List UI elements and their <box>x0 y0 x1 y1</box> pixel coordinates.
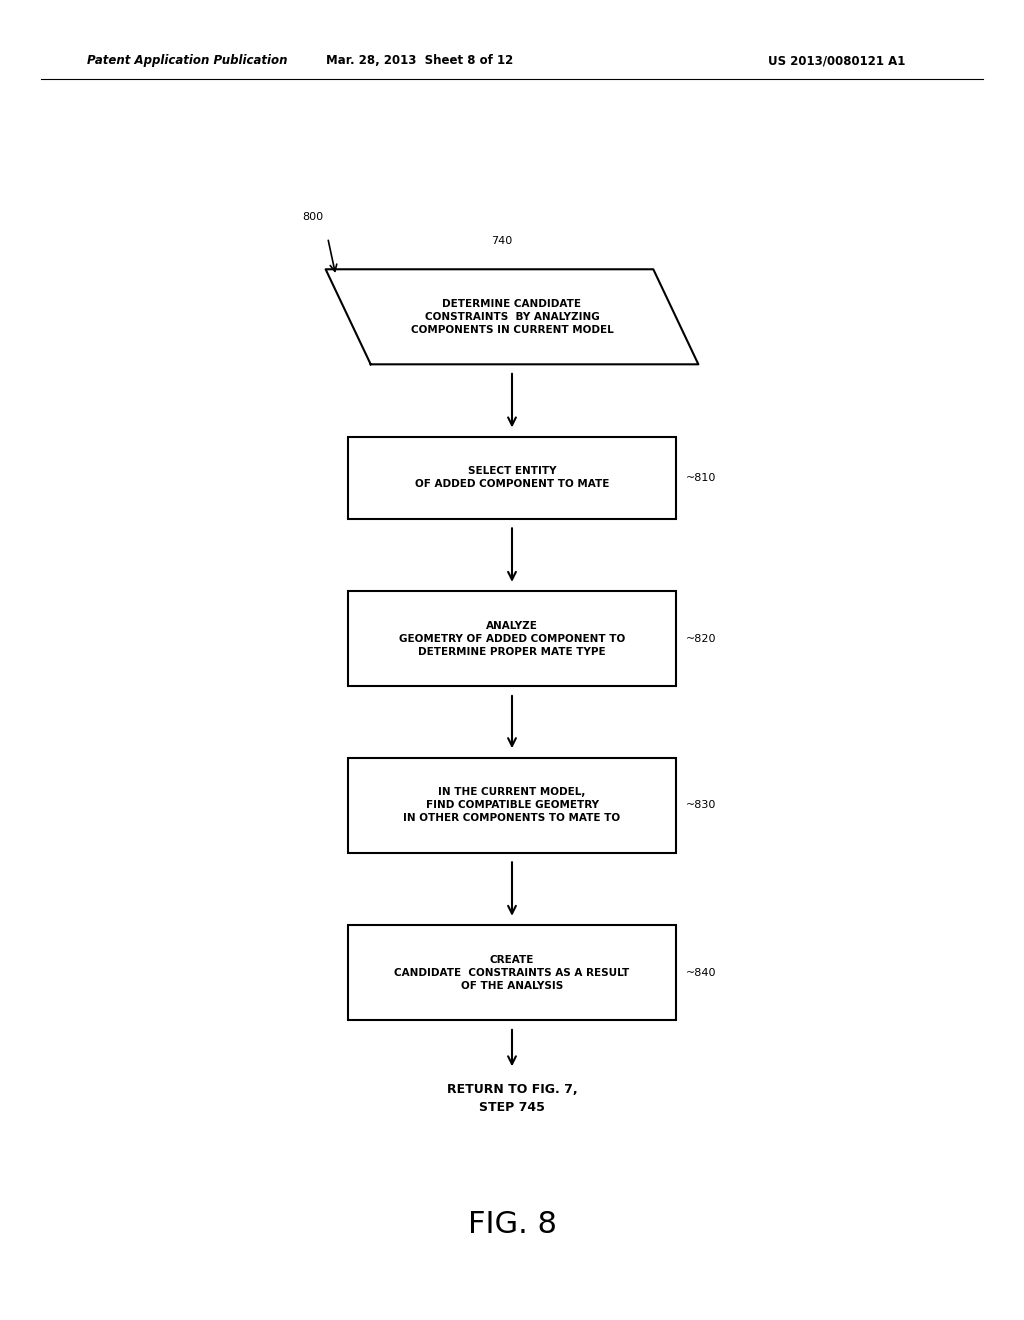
Text: 740: 740 <box>492 235 512 246</box>
Text: CREATE
CANDIDATE  CONSTRAINTS AS A RESULT
OF THE ANALYSIS: CREATE CANDIDATE CONSTRAINTS AS A RESULT… <box>394 954 630 991</box>
Text: Mar. 28, 2013  Sheet 8 of 12: Mar. 28, 2013 Sheet 8 of 12 <box>327 54 513 67</box>
Text: US 2013/0080121 A1: US 2013/0080121 A1 <box>768 54 905 67</box>
Text: ~830: ~830 <box>686 800 717 810</box>
Text: RETURN TO FIG. 7,
STEP 745: RETURN TO FIG. 7, STEP 745 <box>446 1082 578 1114</box>
Text: FIG. 8: FIG. 8 <box>468 1210 556 1239</box>
Bar <box>348 591 676 686</box>
Text: ~820: ~820 <box>686 634 717 644</box>
Bar <box>348 758 676 853</box>
Text: ANALYZE
GEOMETRY OF ADDED COMPONENT TO
DETERMINE PROPER MATE TYPE: ANALYZE GEOMETRY OF ADDED COMPONENT TO D… <box>399 620 625 657</box>
Text: SELECT ENTITY
OF ADDED COMPONENT TO MATE: SELECT ENTITY OF ADDED COMPONENT TO MATE <box>415 466 609 490</box>
Bar <box>348 925 676 1020</box>
Text: ~810: ~810 <box>686 473 717 483</box>
Polygon shape <box>326 269 698 364</box>
Text: Patent Application Publication: Patent Application Publication <box>87 54 288 67</box>
Text: ~840: ~840 <box>686 968 717 978</box>
Text: 800: 800 <box>302 211 323 222</box>
Bar <box>348 437 676 519</box>
Text: IN THE CURRENT MODEL,
FIND COMPATIBLE GEOMETRY
IN OTHER COMPONENTS TO MATE TO: IN THE CURRENT MODEL, FIND COMPATIBLE GE… <box>403 787 621 824</box>
Text: DETERMINE CANDIDATE
CONSTRAINTS  BY ANALYZING
COMPONENTS IN CURRENT MODEL: DETERMINE CANDIDATE CONSTRAINTS BY ANALY… <box>411 298 613 335</box>
